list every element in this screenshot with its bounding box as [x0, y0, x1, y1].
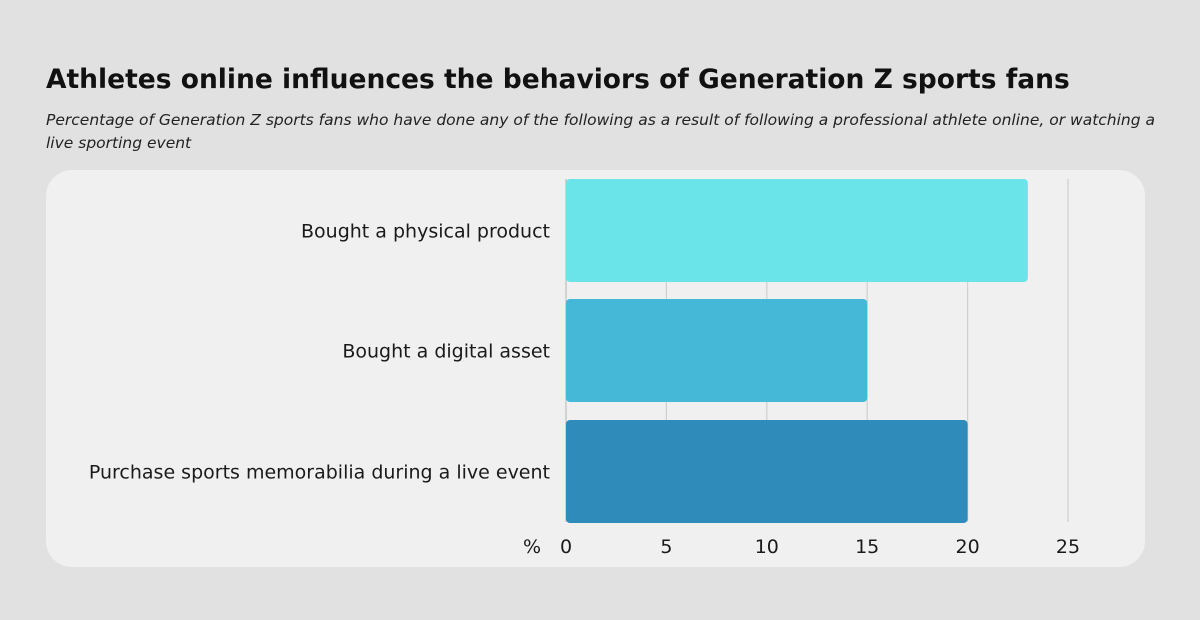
- chart-subtitle: Percentage of Generation Z sports fans w…: [46, 111, 1156, 152]
- tick-label: 25: [1056, 536, 1080, 558]
- category-label: Bought a digital asset: [342, 341, 550, 363]
- category-labels: Bought a physical product Bought a digita…: [89, 221, 550, 484]
- tick-label: 15: [855, 536, 879, 558]
- category-label: Purchase sports memorabilia during a liv…: [89, 462, 550, 484]
- category-label: Bought a physical product: [301, 221, 550, 243]
- x-axis-unit-label: %: [523, 536, 541, 558]
- tick-label: 5: [660, 536, 672, 558]
- bar: [566, 420, 968, 523]
- chart-title: Athletes online influences the behaviors…: [46, 64, 1070, 95]
- tick-label: 0: [560, 536, 572, 558]
- x-axis-tick-labels: 0 5 10 15 20 25: [560, 536, 1080, 558]
- bar-group: [566, 179, 1028, 523]
- tick-label: 10: [755, 536, 779, 558]
- bar: [566, 299, 868, 402]
- tick-label: 20: [956, 536, 980, 558]
- bar: [566, 179, 1028, 282]
